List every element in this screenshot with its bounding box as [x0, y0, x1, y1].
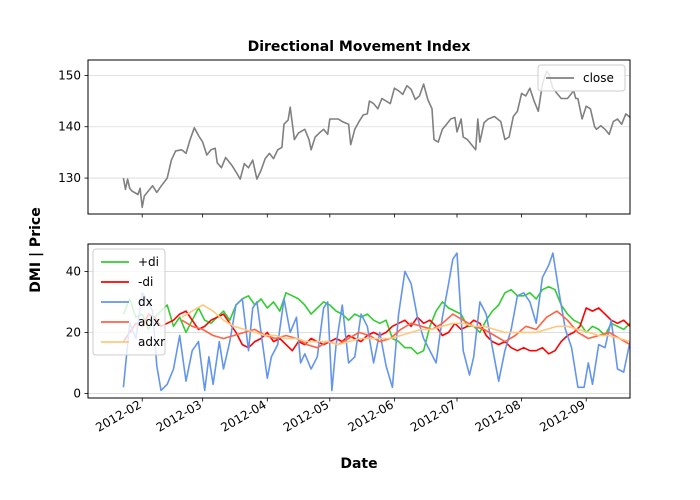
series-line-adx: [181, 310, 630, 349]
x-tick-label: 2012-09: [537, 397, 587, 434]
legend-label: +di: [138, 255, 159, 269]
axes-frame: [87, 243, 631, 399]
legend: close: [537, 64, 626, 92]
y-tick-label: 40: [66, 264, 81, 278]
y-tick-label: 0: [73, 386, 81, 400]
y-tick-label: 150: [58, 68, 81, 82]
legend-label: adx: [138, 315, 160, 329]
y-tick-label: 20: [66, 325, 81, 339]
y-tick-label: 130: [58, 171, 81, 185]
legend-label: close: [583, 71, 614, 85]
axes-frame: [87, 59, 631, 215]
x-tick-label: 2012-03: [154, 397, 204, 434]
legend-label: adxr: [138, 335, 165, 349]
y-axis-label: DMI | Price: [28, 207, 44, 292]
plot-layer: 130 140 150 close 0 20 40 +di -di dx adx adxr 2012-0…: [58, 59, 631, 435]
legend-box: [537, 64, 626, 92]
series-line-dx: [122, 252, 630, 392]
y-tick-label: 140: [58, 120, 81, 134]
series-line-close: [122, 70, 630, 209]
x-tick-label: 2012-04: [218, 397, 268, 434]
series-group: [122, 252, 630, 392]
x-tick-label: 2012-05: [281, 397, 331, 434]
x-tick-label: 2012-08: [473, 397, 523, 434]
x-tick-label: 2012-02: [93, 397, 143, 434]
legend-label: dx: [138, 295, 153, 309]
x-tick-label: 2012-06: [346, 397, 396, 434]
series-line-adxr: [181, 304, 630, 346]
series-group: [122, 70, 630, 209]
legend: +di -di dx adx adxr: [92, 248, 166, 356]
x-axis-label: Date: [340, 456, 377, 472]
series-line-di: [122, 285, 630, 355]
legend-label: -di: [138, 275, 153, 289]
dmi-panel: 0 20 40 +di -di dx adx adxr: [66, 243, 631, 400]
series-line-di: [122, 307, 630, 355]
price-panel: 130 140 150 close: [58, 59, 631, 215]
chart-title: Directional Movement Index: [248, 39, 471, 55]
x-tick-label: 2012-07: [408, 397, 458, 434]
